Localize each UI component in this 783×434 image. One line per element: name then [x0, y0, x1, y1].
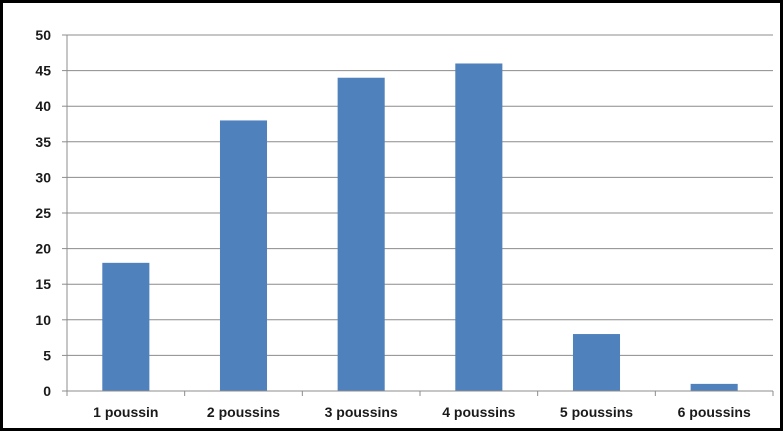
y-tick-label: 35 — [35, 134, 51, 150]
y-tick-label: 45 — [35, 63, 51, 79]
x-tick-label: 3 poussins — [325, 404, 398, 420]
x-tick-label: 2 poussins — [207, 404, 280, 420]
x-tick-label: 5 poussins — [560, 404, 633, 420]
y-tick-label: 5 — [43, 347, 51, 363]
y-tick-label: 15 — [35, 276, 51, 292]
y-tick-label: 20 — [35, 241, 51, 257]
y-tick-label: 30 — [35, 169, 51, 185]
bar — [337, 77, 385, 391]
bar — [455, 63, 503, 391]
axes — [62, 34, 774, 396]
bar — [690, 383, 738, 391]
x-tick-labels: 1 poussin 2 poussins 3 poussins 4 poussins 5… — [93, 404, 751, 420]
bar — [102, 262, 150, 391]
y-tick-label: 10 — [35, 312, 51, 328]
x-tick-label: 1 poussin — [93, 404, 158, 420]
bar — [572, 334, 621, 391]
y-tick-label: 50 — [35, 27, 51, 43]
y-tick-labels: 0 5 10 15 20 25 30 35 40 45 50 — [35, 27, 51, 399]
y-tick-label: 40 — [35, 98, 51, 114]
bar — [219, 120, 268, 391]
y-tick-label: 0 — [43, 383, 51, 399]
y-tick-label: 25 — [35, 205, 51, 221]
gridlines — [67, 34, 773, 356]
x-tick-label: 4 poussins — [442, 404, 515, 420]
x-tick-label: 6 poussins — [678, 404, 751, 420]
bars — [102, 63, 738, 391]
bar-chart: 0 5 10 15 20 25 30 35 40 45 50 1 poussin 2 poussins… — [35, 27, 774, 420]
